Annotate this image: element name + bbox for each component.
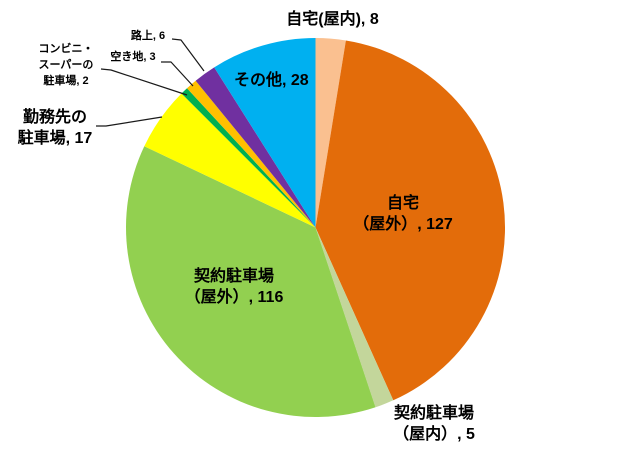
leader-line-convenience-store	[100, 68, 188, 96]
label-contract-parking-outdoor: 契約駐車場 （屋外）, 116	[184, 268, 284, 306]
pie-slice-home-indoor	[315, 37, 346, 228]
label-workplace-parking: 勤務先の 駐車場, 17	[17, 109, 93, 147]
leader-line-vacant-lot	[161, 61, 194, 87]
label-street: 路上, 6	[130, 30, 166, 42]
pie-slice-contract-parking-outdoor	[126, 146, 376, 418]
pie-slice-other	[214, 38, 316, 228]
label-vacant-lot: 空き地, 3	[110, 51, 156, 63]
pie-slice-street	[195, 67, 316, 228]
pie-slice-workplace-parking	[144, 93, 316, 228]
leader-line-workplace	[96, 116, 163, 127]
label-convenience-store-parking: コンビニ・ スーパーの 駐車場, 2	[38, 43, 94, 87]
label-contract-parking-indoor: 契約駐車場 （屋内）, 5	[393, 405, 475, 443]
pie-slice-convenience-store-parking	[181, 88, 316, 228]
label-other: その他, 28	[234, 72, 309, 89]
pie-slice-vacant-lot	[187, 80, 316, 228]
pie-slices-group	[126, 37, 506, 418]
leader-line-street	[171, 38, 205, 72]
label-home-indoor: 自宅(屋内), 8	[286, 11, 379, 28]
pie-slice-contract-parking-indoor	[315, 227, 394, 408]
pie-slice-home-outdoor	[315, 40, 506, 401]
label-home-outdoor: 自宅 （屋外）, 127	[353, 195, 453, 233]
